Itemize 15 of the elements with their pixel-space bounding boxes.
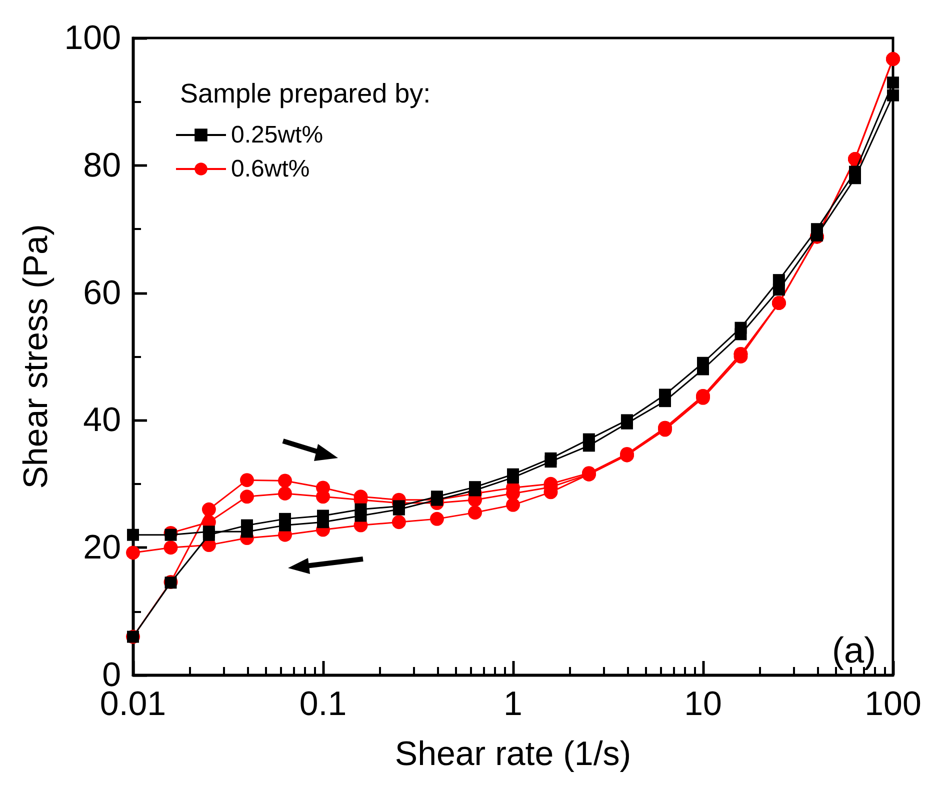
annotation: (a) bbox=[832, 630, 876, 670]
y-tick-label: 40 bbox=[83, 401, 121, 440]
y-tick-label: 100 bbox=[64, 19, 121, 57]
x-tick-label: 100 bbox=[864, 685, 922, 723]
x-tick-label: 1 bbox=[504, 685, 522, 723]
y-axis-title: Shear stress (Pa) bbox=[17, 224, 55, 489]
legend-title: Sample prepared by: bbox=[180, 78, 431, 108]
legend-label: 0.6wt% bbox=[231, 156, 310, 182]
y-tick-label: 20 bbox=[83, 528, 121, 567]
y-tick-label: 80 bbox=[83, 146, 121, 184]
x-tick-label: 0.1 bbox=[299, 685, 347, 723]
x-tick-label: 10 bbox=[684, 685, 722, 723]
y-tick-label: 60 bbox=[83, 274, 121, 312]
legend-label: 0.25wt% bbox=[231, 122, 324, 148]
x-axis-title: Shear rate (1/s) bbox=[394, 735, 632, 773]
